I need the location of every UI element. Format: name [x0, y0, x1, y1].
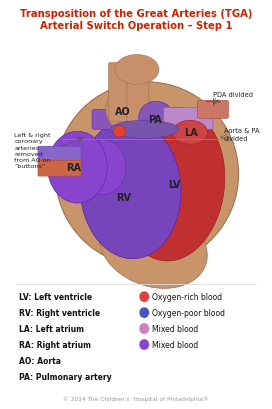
Text: LA: Left atrium: LA: Left atrium [19, 324, 84, 333]
Circle shape [139, 308, 149, 318]
Text: © 2014 The Children’s  Hospital of Philadelphia®: © 2014 The Children’s Hospital of Philad… [63, 396, 209, 401]
Text: LA: LA [184, 128, 198, 138]
Text: Mixed blood: Mixed blood [153, 324, 199, 333]
Text: AO: Aorta: AO: Aorta [19, 356, 61, 365]
Ellipse shape [55, 83, 239, 267]
FancyBboxPatch shape [109, 63, 131, 122]
Text: Transposition of the Great Arteries (TGA): Transposition of the Great Arteries (TGA… [20, 9, 252, 19]
FancyBboxPatch shape [197, 101, 228, 119]
Text: Aorta & PA
divided: Aorta & PA divided [224, 128, 259, 142]
Ellipse shape [115, 55, 159, 85]
FancyBboxPatch shape [38, 161, 81, 177]
Circle shape [139, 292, 149, 302]
FancyBboxPatch shape [38, 147, 81, 163]
Text: LV: LV [168, 180, 181, 190]
Circle shape [139, 339, 149, 350]
Ellipse shape [106, 88, 152, 133]
Text: LV: Left ventricle: LV: Left ventricle [19, 292, 92, 301]
Text: PA: PA [148, 115, 162, 125]
Text: AO: AO [115, 107, 131, 117]
Text: Arterial Switch Operation – Step 1: Arterial Switch Operation – Step 1 [40, 20, 232, 31]
FancyBboxPatch shape [127, 63, 149, 122]
Text: RA: Right atrium: RA: Right atrium [19, 340, 91, 349]
Ellipse shape [113, 126, 126, 138]
Ellipse shape [110, 121, 179, 139]
Ellipse shape [80, 120, 181, 259]
Text: Mixed blood: Mixed blood [153, 340, 199, 349]
Ellipse shape [100, 206, 207, 289]
Circle shape [139, 323, 149, 334]
Text: RV: RV [116, 193, 131, 202]
FancyBboxPatch shape [163, 108, 213, 130]
Text: Oxygen-rich blood: Oxygen-rich blood [153, 292, 222, 301]
FancyBboxPatch shape [92, 110, 146, 130]
Text: PA: Pulmonary artery: PA: Pulmonary artery [19, 372, 112, 381]
Text: RA: RA [66, 163, 81, 173]
Text: RV: Right ventricle: RV: Right ventricle [19, 308, 100, 317]
Ellipse shape [80, 140, 126, 195]
Ellipse shape [119, 108, 225, 261]
Text: Oxygen-poor blood: Oxygen-poor blood [153, 308, 225, 317]
Ellipse shape [173, 121, 208, 145]
Ellipse shape [139, 102, 174, 134]
Ellipse shape [48, 132, 107, 204]
Text: PDA divided: PDA divided [213, 92, 253, 98]
Text: Left & right
coronary
arteries
removed
from AO on
“buttons”: Left & right coronary arteries removed f… [14, 133, 51, 169]
